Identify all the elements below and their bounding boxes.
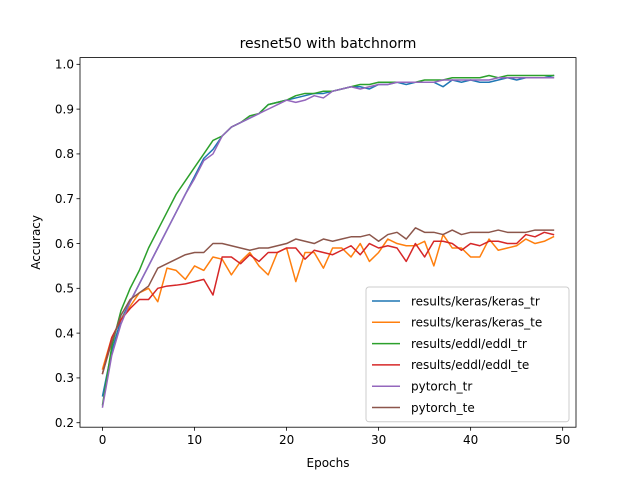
y-axis-label: Accuracy — [29, 215, 43, 270]
legend-entry-4: pytorch_tr — [411, 380, 472, 394]
legend-entry-5: pytorch_te — [411, 401, 475, 415]
series-layer — [101, 74, 555, 408]
x-tick-label-3: 30 — [371, 433, 386, 447]
y-tick-label-1: 0.3 — [55, 371, 74, 385]
legend-entry-3: results/eddl/eddl_te — [411, 358, 529, 372]
legend: results/keras/keras_tr results/keras/kera… — [365, 286, 570, 423]
legend-entry-2: results/eddl/eddl_tr — [411, 337, 527, 351]
x-tick-label-5: 50 — [555, 433, 570, 447]
plot-frame — [79, 57, 577, 428]
y-tick-label-4: 0.6 — [55, 237, 74, 251]
x-tick-label-0: 0 — [99, 433, 107, 447]
x-tick-label-2: 20 — [279, 433, 294, 447]
x-tick-label-1: 10 — [187, 433, 202, 447]
chart-title: resnet50 with batchnorm — [240, 36, 417, 52]
y-tick-label-3: 0.5 — [55, 282, 74, 296]
y-axis-ticks: 0.2 0.3 0.4 0.5 0.6 0.7 0.8 0.9 1.0 — [55, 58, 80, 430]
x-axis-ticks: 0 10 20 30 40 50 — [99, 427, 570, 447]
x-axis-label: Epochs — [307, 456, 350, 470]
y-tick-label-5: 0.7 — [55, 192, 74, 206]
y-tick-label-8: 1.0 — [55, 58, 74, 72]
series-line-4 — [101, 77, 555, 408]
legend-entry-0: results/keras/keras_tr — [411, 294, 540, 308]
y-tick-label-0: 0.2 — [55, 416, 74, 430]
legend-entry-1: results/keras/keras_te — [411, 316, 542, 330]
y-tick-label-2: 0.4 — [55, 326, 74, 340]
series-line-3 — [101, 231, 555, 375]
y-tick-label-6: 0.8 — [55, 147, 74, 161]
series-line-5 — [101, 227, 555, 375]
x-tick-label-4: 40 — [463, 433, 478, 447]
legend-frame — [365, 286, 570, 423]
series-line-1 — [101, 233, 555, 370]
series-line-2 — [101, 74, 555, 406]
y-tick-label-7: 0.9 — [55, 102, 74, 116]
